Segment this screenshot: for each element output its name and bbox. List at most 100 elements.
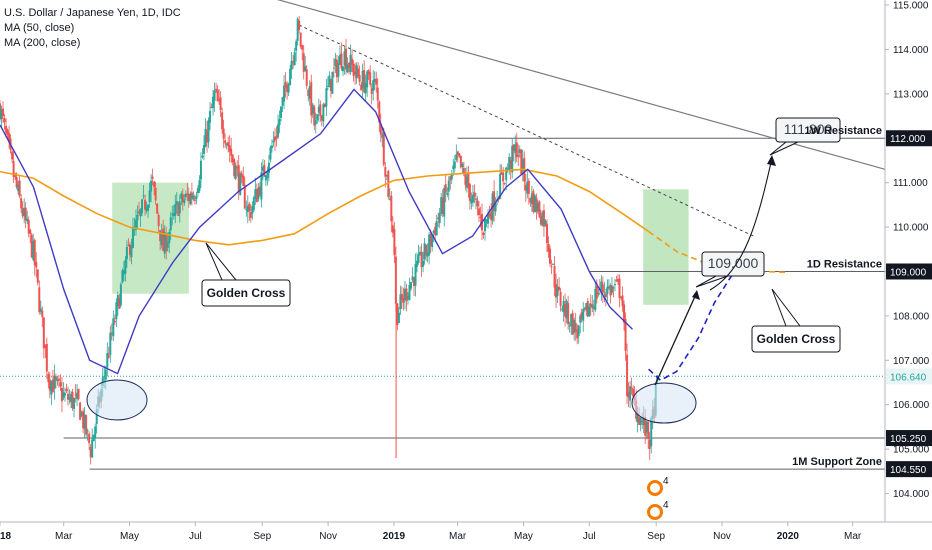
target-109-callout-box — [701, 251, 765, 277]
candle — [89, 443, 92, 465]
candle — [144, 194, 147, 216]
candle-body — [59, 382, 62, 387]
candle — [305, 65, 308, 90]
candle — [94, 423, 97, 449]
candle-body — [88, 433, 91, 444]
candle-body — [278, 119, 281, 125]
candle — [335, 54, 338, 84]
golden-cross-callout-2-text: Golden Cross — [757, 332, 836, 346]
candle — [277, 114, 280, 140]
candle — [400, 286, 403, 309]
candle-body — [242, 175, 245, 186]
candle — [343, 47, 346, 75]
candle-body — [280, 106, 283, 119]
target-111-callout-box — [775, 117, 841, 143]
candle — [639, 416, 642, 432]
candle-body — [138, 211, 141, 214]
golden-cross-callout-2-box — [751, 325, 841, 353]
candle-body — [621, 295, 624, 307]
candle — [589, 294, 592, 316]
candle-body — [141, 199, 144, 214]
candle-body — [509, 159, 512, 169]
candle-body — [413, 277, 416, 287]
candle — [186, 183, 189, 202]
candle-body — [536, 202, 539, 212]
candle-body — [258, 186, 261, 196]
candle — [583, 306, 586, 312]
candle — [147, 203, 150, 218]
candle — [166, 232, 169, 252]
candle-body — [240, 173, 243, 178]
candle — [438, 207, 441, 229]
candle — [500, 164, 503, 175]
candle-body — [384, 167, 387, 177]
target-109-callout-text: 109.000 — [708, 255, 759, 271]
candle — [36, 269, 39, 286]
candle — [538, 200, 541, 219]
candle-body — [116, 295, 119, 306]
candle-body — [145, 206, 148, 212]
candle-body — [264, 175, 267, 181]
candle-body — [326, 85, 329, 87]
candle — [533, 193, 536, 213]
candle — [17, 180, 20, 195]
candle-body — [465, 176, 468, 188]
candle — [542, 204, 545, 237]
candle — [224, 133, 227, 149]
candle — [527, 177, 530, 205]
candle-body — [603, 292, 606, 294]
candle — [441, 189, 444, 218]
candle — [261, 159, 264, 181]
candle-body — [195, 196, 198, 200]
candle-body — [263, 165, 266, 177]
candle — [30, 233, 33, 259]
candle — [128, 241, 131, 262]
candle — [376, 77, 379, 109]
candle-body — [503, 182, 506, 184]
candle — [296, 17, 299, 46]
candle-body — [290, 60, 293, 70]
candle-body — [207, 119, 210, 143]
candle — [192, 191, 195, 202]
candle-body — [624, 318, 627, 351]
price-tag-1w: 112.000 — [886, 130, 932, 147]
candle — [124, 255, 127, 282]
candle-body — [227, 142, 230, 147]
candle — [62, 382, 65, 401]
candle — [275, 126, 278, 147]
candle-body — [565, 300, 568, 319]
x-tick-label: Mar — [449, 531, 467, 542]
moving-averages — [0, 88, 787, 382]
candle-body — [218, 99, 221, 102]
x-tick-label: Sep — [253, 531, 271, 542]
candle-body — [317, 106, 320, 113]
ma50-line — [0, 88, 633, 375]
candle — [178, 194, 181, 223]
candle-body — [440, 197, 443, 214]
candle — [470, 192, 473, 210]
candle-body — [41, 310, 44, 318]
candle — [420, 243, 423, 277]
candle-body — [372, 80, 375, 92]
candle — [338, 45, 341, 65]
x-tick-label: Jul — [189, 531, 202, 542]
target-111-callout: 111.800 — [769, 117, 841, 156]
candle — [616, 274, 619, 285]
candle-body — [490, 212, 493, 220]
event-flag-icon[interactable]: 4 — [647, 476, 669, 496]
candle-body — [101, 377, 104, 387]
x-tick-label: Nov — [713, 531, 731, 542]
candle — [23, 198, 26, 224]
candle — [53, 364, 56, 400]
candle-body — [449, 176, 452, 181]
candle-body — [370, 88, 373, 94]
event-flag-icon[interactable]: 4 — [647, 500, 669, 520]
candle — [248, 201, 251, 221]
candle — [331, 71, 334, 95]
candle-body — [178, 201, 181, 214]
candle-body — [2, 108, 5, 117]
target-box — [643, 189, 689, 305]
candle — [245, 200, 248, 217]
candle-body — [494, 203, 497, 212]
